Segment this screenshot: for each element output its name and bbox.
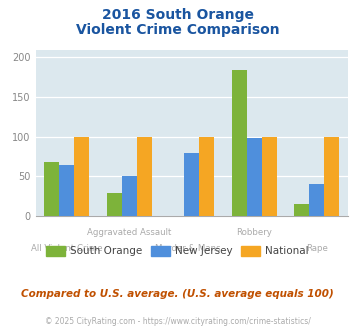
Text: 2016 South Orange: 2016 South Orange <box>102 8 253 22</box>
Bar <box>232 70 247 216</box>
Bar <box>137 137 152 216</box>
Text: Robbery: Robbery <box>236 228 272 237</box>
Bar <box>44 162 59 216</box>
Bar <box>74 137 89 216</box>
Text: © 2025 CityRating.com - https://www.cityrating.com/crime-statistics/: © 2025 CityRating.com - https://www.city… <box>45 317 310 326</box>
Text: Compared to U.S. average. (U.S. average equals 100): Compared to U.S. average. (U.S. average … <box>21 289 334 299</box>
Bar <box>199 137 214 216</box>
Bar <box>262 137 277 216</box>
Bar <box>324 137 339 216</box>
Text: Murder & Mans...: Murder & Mans... <box>155 245 229 253</box>
Text: All Violent Crime: All Violent Crime <box>31 245 103 253</box>
Bar <box>184 153 199 216</box>
Bar <box>294 204 309 216</box>
Bar <box>59 165 74 216</box>
Text: Aggravated Assault: Aggravated Assault <box>87 228 171 237</box>
Bar <box>247 138 262 216</box>
Bar <box>107 193 122 216</box>
Legend: South Orange, New Jersey, National: South Orange, New Jersey, National <box>42 242 313 260</box>
Bar <box>122 176 137 216</box>
Bar <box>309 183 324 216</box>
Text: Rape: Rape <box>306 245 328 253</box>
Text: Violent Crime Comparison: Violent Crime Comparison <box>76 23 279 37</box>
